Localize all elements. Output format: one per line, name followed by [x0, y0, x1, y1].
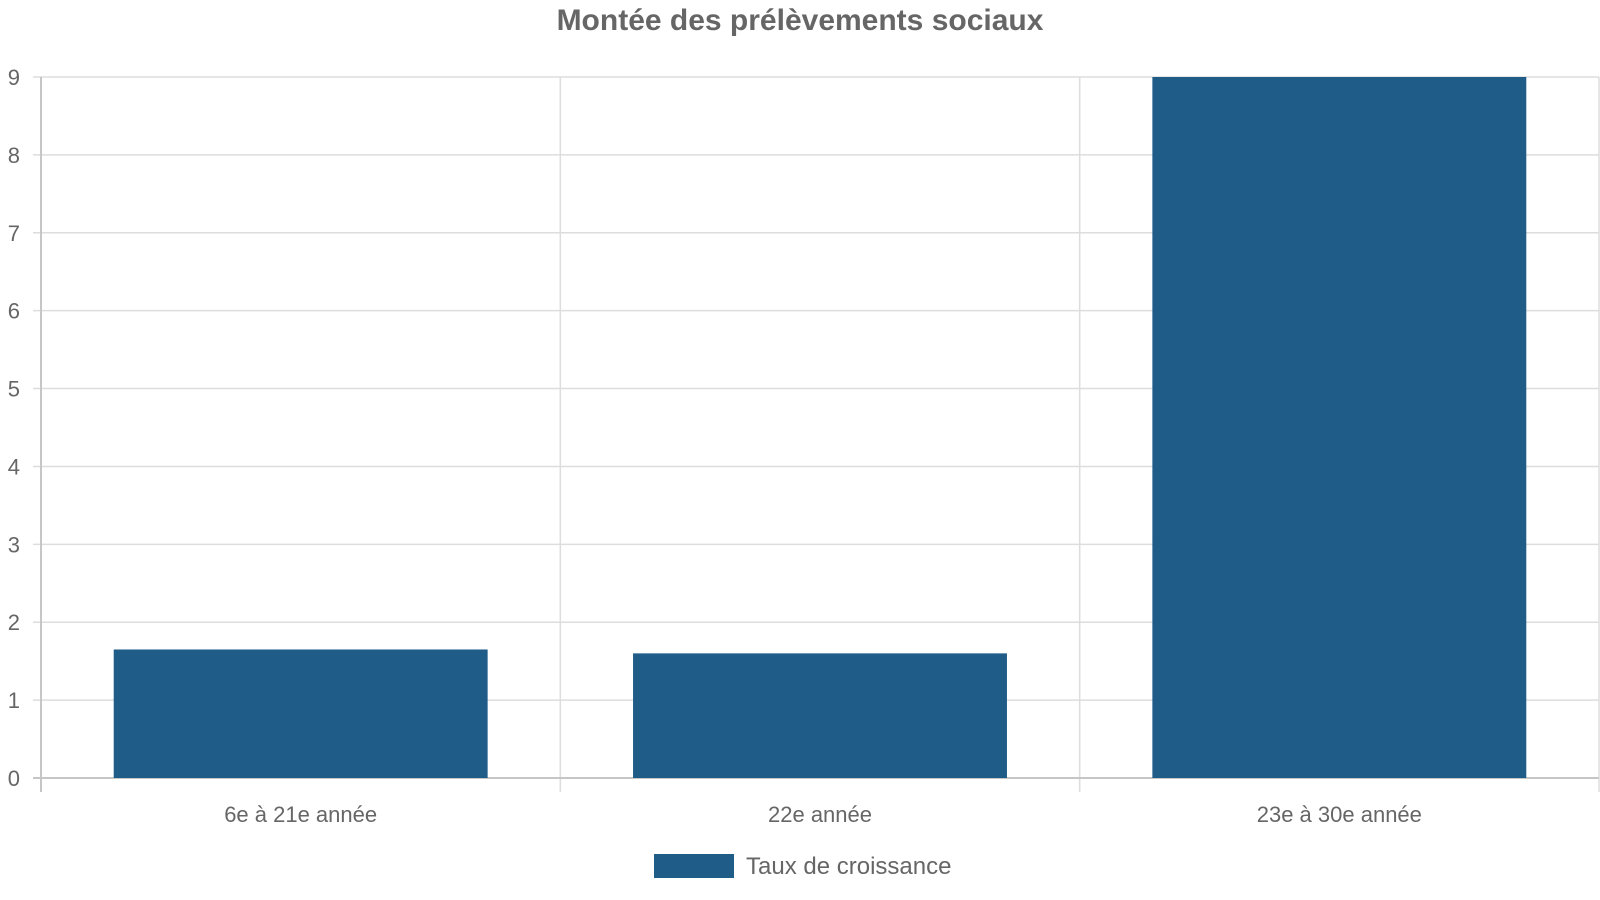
gridlines — [33, 76, 1600, 792]
y-tick-label: 4 — [8, 454, 20, 479]
y-tick-label: 7 — [8, 221, 20, 246]
bar[interactable] — [633, 653, 1007, 778]
y-tick-label: 8 — [8, 143, 20, 168]
y-tick-label: 0 — [8, 766, 20, 791]
y-tick-label: 3 — [8, 532, 20, 557]
bar[interactable] — [113, 649, 488, 778]
x-tick-labels: 6e à 21e année 22e année 23e à 30e année — [224, 802, 1422, 827]
x-tick-label: 22e année — [768, 802, 872, 827]
y-tick-labels: 0 1 2 3 4 5 6 7 8 9 — [8, 65, 20, 791]
y-tick-label: 2 — [8, 610, 20, 635]
x-tick-label: 6e à 21e année — [224, 802, 377, 827]
chart-title: Montée des prélèvements sociaux — [557, 4, 1044, 37]
legend-label[interactable]: Taux de croissance — [746, 853, 951, 880]
y-tick-label: 1 — [8, 688, 20, 713]
y-tick-label: 9 — [8, 65, 20, 90]
x-tick-label: 23e à 30e année — [1257, 802, 1422, 827]
legend-swatch[interactable] — [654, 854, 734, 878]
y-tick-label: 6 — [8, 299, 20, 324]
bar[interactable] — [1152, 77, 1527, 778]
legend[interactable]: Taux de croissance — [654, 853, 951, 880]
bars — [113, 77, 1527, 778]
y-tick-label: 5 — [8, 377, 20, 402]
